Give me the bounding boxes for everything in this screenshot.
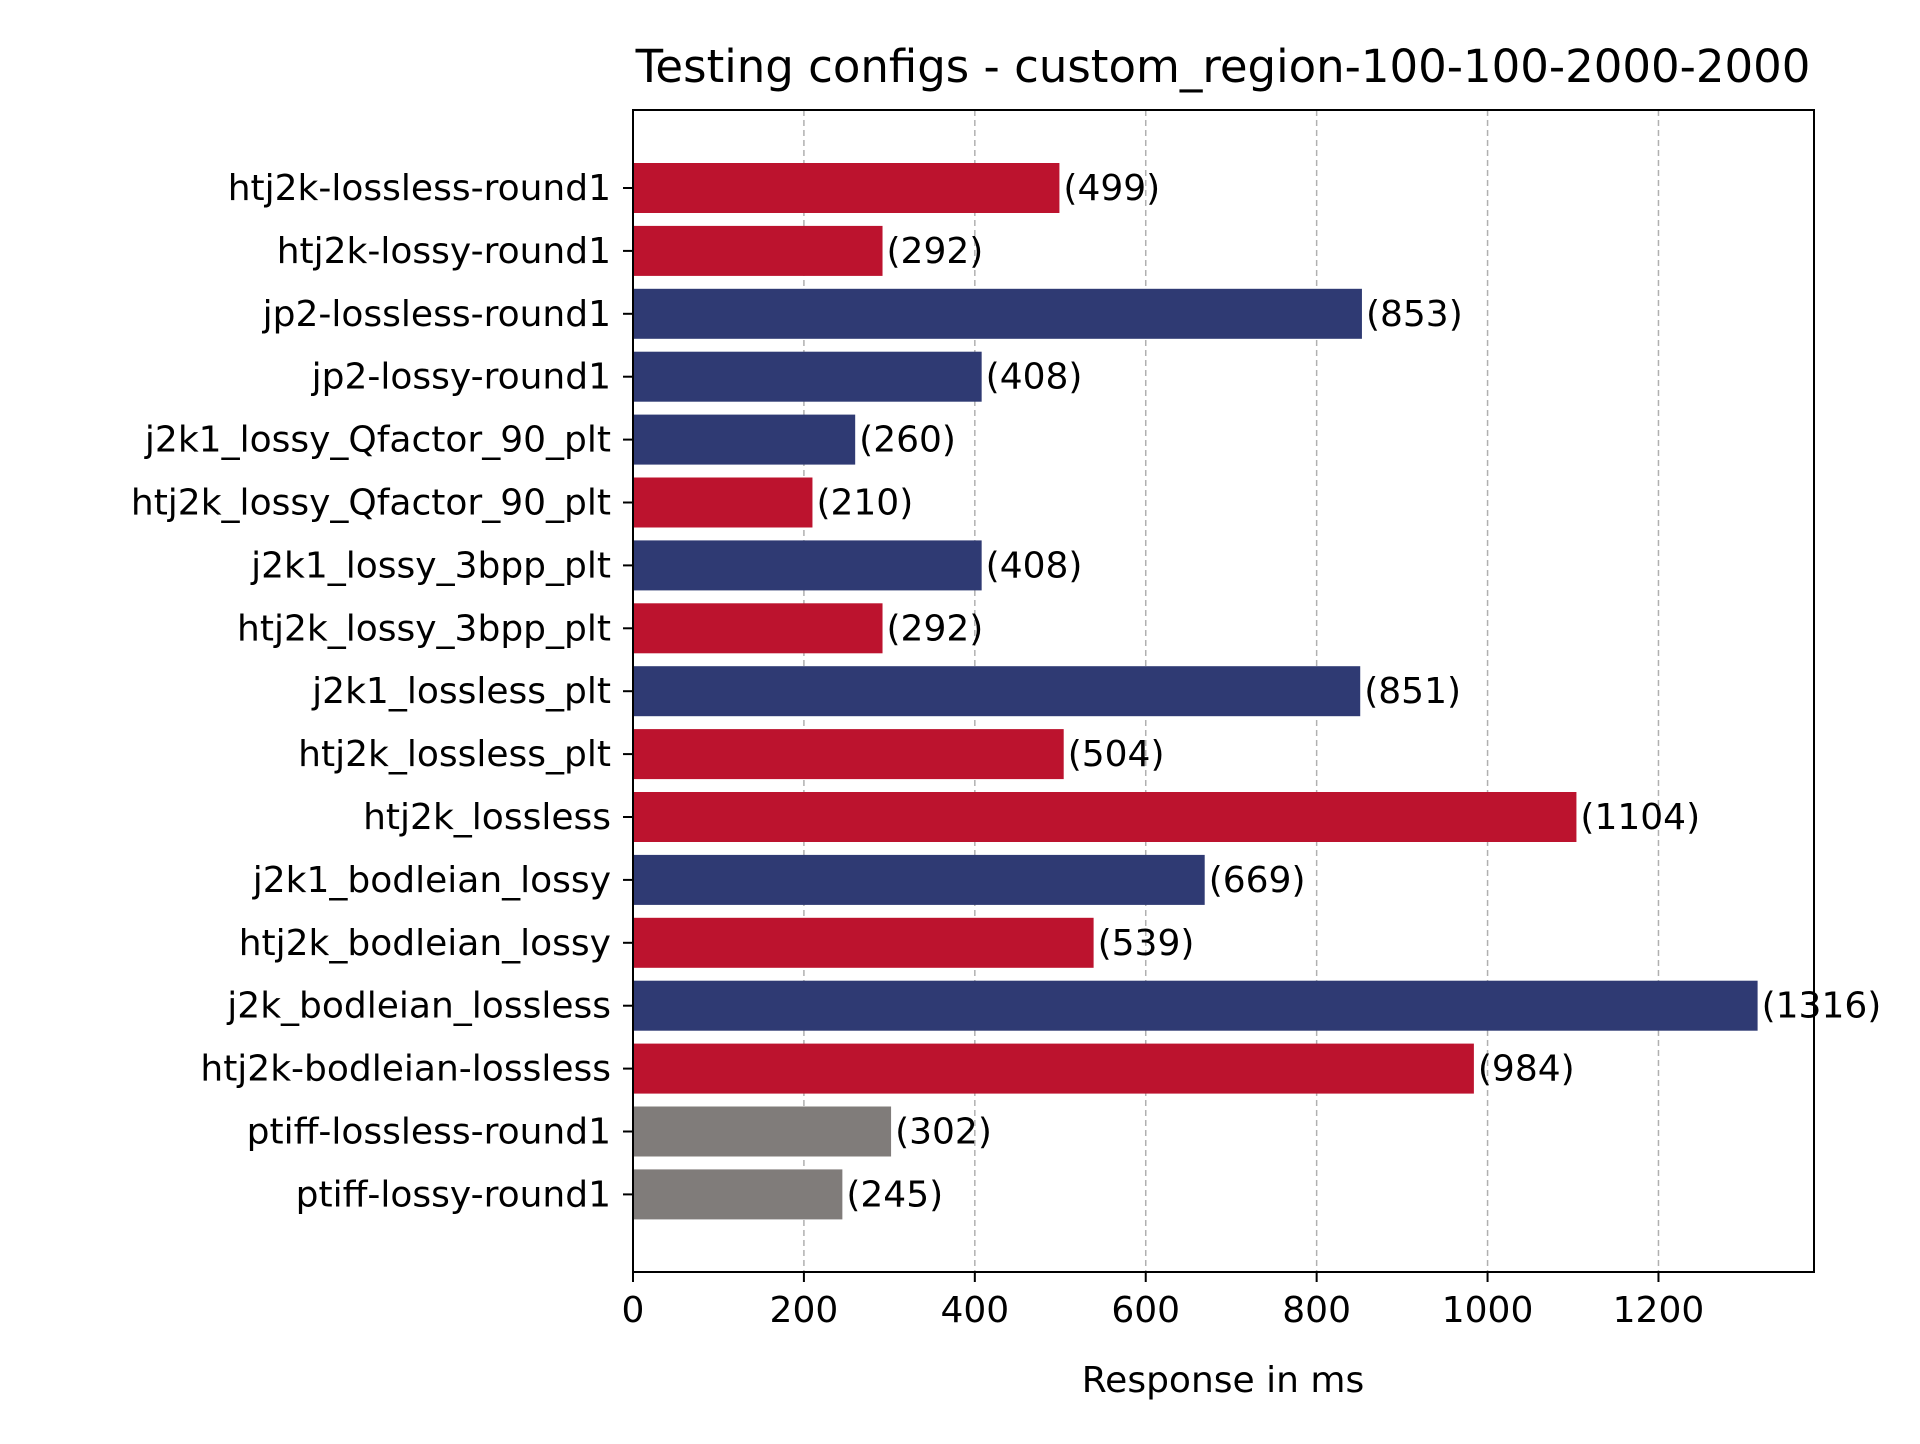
bar (633, 225, 883, 276)
data-label: (302) (895, 1112, 992, 1153)
bar (633, 540, 982, 591)
bar (633, 351, 982, 402)
y-tick-label: jp2-lossy-round1 (311, 357, 611, 398)
y-tick-label: j2k1_lossy_3bpp_plt (250, 545, 611, 586)
bar (633, 414, 856, 465)
y-tick-label: j2k1_lossless_plt (311, 671, 611, 712)
x-axis: 0 200 400 600 800 1000 1200 (622, 1272, 1705, 1331)
x-tick-label: 200 (770, 1290, 839, 1331)
x-tick-label: 800 (1282, 1290, 1351, 1331)
data-label: (408) (986, 357, 1083, 398)
x-tick-label: 600 (1111, 1290, 1180, 1331)
bar (633, 1106, 892, 1157)
x-tick-label: 1000 (1442, 1290, 1534, 1331)
data-label: (1104) (1580, 797, 1700, 838)
y-tick-label: htj2k-lossless-round1 (228, 168, 611, 209)
y-tick-label: htj2k_lossy_Qfactor_90_plt (131, 483, 611, 524)
y-tick-label: htj2k_bodleian_lossy (239, 923, 611, 964)
y-tick-label: j2k1_bodleian_lossy (252, 860, 611, 901)
x-tick-label: 1200 (1613, 1290, 1705, 1331)
y-tick-label: ptiff-lossy-round1 (296, 1174, 611, 1215)
bar (633, 792, 1577, 842)
data-label: (853) (1366, 294, 1463, 335)
data-label: (984) (1478, 1049, 1575, 1090)
data-label: (499) (1063, 168, 1160, 209)
bar (633, 854, 1205, 905)
bar (633, 917, 1094, 968)
data-label: (504) (1068, 734, 1165, 775)
bar (633, 477, 813, 528)
y-tick-label: htj2k_lossless_plt (298, 734, 611, 775)
bar (633, 666, 1361, 717)
data-label: (851) (1364, 671, 1461, 712)
bar (633, 288, 1362, 339)
y-tick-label: jp2-lossless-round1 (262, 294, 611, 335)
y-tick-label: j2k1_lossy_Qfactor_90_plt (144, 420, 611, 461)
bar (633, 729, 1064, 780)
bar (633, 163, 1060, 213)
bar (633, 1169, 843, 1220)
bar (633, 1043, 1474, 1094)
data-label: (669) (1209, 860, 1306, 901)
data-label: (260) (859, 420, 956, 461)
x-axis-label: Response in ms (1082, 1360, 1364, 1401)
x-tick-label: 0 (622, 1290, 645, 1331)
y-tick-label: ptiff-lossless-round1 (247, 1112, 611, 1153)
y-tick-label: htj2k_lossless (363, 797, 611, 838)
y-tick-label: htj2k-lossy-round1 (277, 231, 611, 272)
data-label: (210) (816, 483, 913, 524)
data-label: (292) (887, 608, 984, 649)
chart-title: Testing configs - custom_region-100-100-… (635, 40, 1811, 93)
bar (633, 980, 1758, 1031)
x-tick-label: 400 (940, 1290, 1009, 1331)
data-label: (245) (846, 1174, 943, 1215)
data-labels: (499)(292)(853)(408)(260)(210)(408)(292)… (816, 168, 1881, 1215)
data-label: (408) (986, 545, 1083, 586)
y-axis: htj2k-lossless-round1 htj2k-lossy-round1 j… (131, 168, 633, 1215)
data-label: (292) (887, 231, 984, 272)
data-label: (1316) (1762, 986, 1882, 1027)
y-tick-label: htj2k_lossy_3bpp_plt (237, 608, 611, 649)
bars (633, 163, 1758, 1220)
data-label: (539) (1098, 923, 1195, 964)
y-tick-label: htj2k-bodleian-lossless (200, 1049, 611, 1090)
bar (633, 603, 883, 654)
y-tick-label: j2k_bodleian_lossless (226, 986, 611, 1027)
